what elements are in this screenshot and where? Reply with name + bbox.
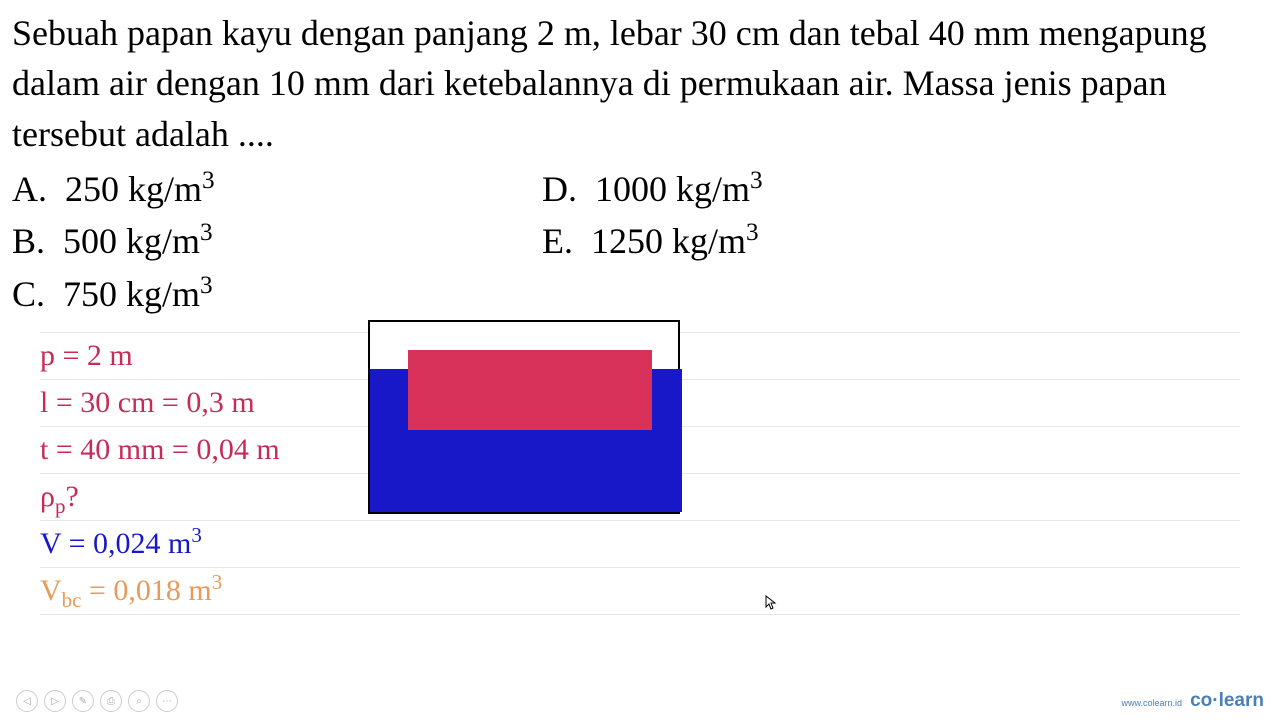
options-right-column: D. 1000 kg/m3 E. 1250 kg/m3 [542, 163, 1268, 320]
footer-tool-button[interactable]: ⋯ [156, 690, 178, 712]
work-row: V = 0,024 m3 [40, 520, 1240, 567]
option-e-value: 1250 kg/m [591, 221, 746, 261]
question-text: Sebuah papan kayu dengan panjang 2 m, le… [0, 0, 1280, 163]
footer: ◁ ▷ ✎ ⎙ ⌕ ⋯ www.colearn.id co·learn [0, 690, 1280, 712]
options-container: A. 250 kg/m3 B. 500 kg/m3 C. 750 kg/m3 D… [0, 163, 1280, 320]
option-a-exp: 3 [202, 167, 215, 194]
option-b-prefix: B. [12, 221, 45, 261]
option-c-value: 750 kg/m [63, 274, 200, 314]
option-c: C. 750 kg/m3 [12, 268, 542, 320]
option-d: D. 1000 kg/m3 [542, 163, 1268, 215]
mouse-cursor-icon [765, 595, 779, 616]
logo-post: learn [1219, 690, 1264, 711]
options-left-column: A. 250 kg/m3 B. 500 kg/m3 C. 750 kg/m3 [12, 163, 542, 320]
option-d-prefix: D. [542, 169, 577, 209]
work-area: p = 2 ml = 30 cm = 0,3 mt = 40 mm = 0,04… [0, 320, 1280, 615]
option-a-prefix: A. [12, 169, 47, 209]
work-row: Vbc = 0,018 m3 [40, 567, 1240, 615]
wood-board [408, 350, 652, 430]
option-c-exp: 3 [200, 272, 213, 299]
footer-brand: www.colearn.id co·learn [1122, 690, 1264, 712]
option-e-prefix: E. [542, 221, 573, 261]
option-a-value: 250 kg/m [65, 169, 202, 209]
option-b: B. 500 kg/m3 [12, 215, 542, 267]
option-d-exp: 3 [750, 167, 763, 194]
buoyancy-diagram [368, 320, 680, 514]
footer-url: www.colearn.id [1122, 698, 1183, 708]
footer-tool-button[interactable]: ⎙ [100, 690, 122, 712]
option-d-value: 1000 kg/m [595, 169, 750, 209]
option-b-value: 500 kg/m [63, 221, 200, 261]
option-a: A. 250 kg/m3 [12, 163, 542, 215]
option-c-prefix: C. [12, 274, 45, 314]
footer-logo: co·learn [1190, 690, 1264, 712]
container-box [368, 320, 680, 514]
footer-buttons: ◁ ▷ ✎ ⎙ ⌕ ⋯ [16, 690, 178, 712]
option-e-exp: 3 [746, 219, 759, 246]
option-b-exp: 3 [200, 219, 213, 246]
footer-tool-button[interactable]: ▷ [44, 690, 66, 712]
footer-tool-button[interactable]: ✎ [72, 690, 94, 712]
logo-pre: co [1190, 690, 1212, 711]
option-e: E. 1250 kg/m3 [542, 215, 1268, 267]
footer-tool-button[interactable]: ⌕ [128, 690, 150, 712]
footer-tool-button[interactable]: ◁ [16, 690, 38, 712]
